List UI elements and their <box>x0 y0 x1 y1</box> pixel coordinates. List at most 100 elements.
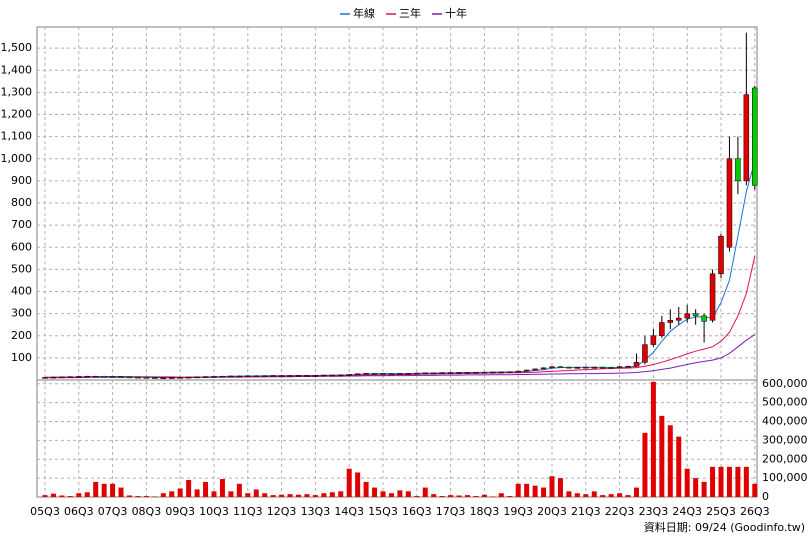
candle-body <box>228 375 234 378</box>
x-tick-label: 11Q3 <box>233 505 263 518</box>
candle-body <box>676 317 682 321</box>
x-tick-label: 07Q3 <box>98 505 128 518</box>
x-tick-label: 25Q3 <box>706 505 736 518</box>
candle-body <box>633 362 640 367</box>
candle-body <box>439 372 445 374</box>
y-tick-label: 500 <box>11 262 32 275</box>
x-tick-label: 08Q3 <box>132 505 162 518</box>
candle-body <box>202 376 209 378</box>
x-tick-label: 20Q3 <box>537 505 567 518</box>
candle-body <box>583 366 589 369</box>
volume-bar <box>422 487 428 497</box>
candle-body <box>726 158 733 248</box>
volume-bar <box>135 496 141 497</box>
x-tick-label: 22Q3 <box>605 505 635 518</box>
legend-label: 三年 <box>399 6 421 20</box>
volume-bar <box>101 483 107 497</box>
candle-body <box>219 375 226 378</box>
candle-body <box>507 371 513 374</box>
x-tick-label: 21Q3 <box>571 505 601 518</box>
candle-body <box>185 376 192 379</box>
volume-bar <box>507 496 513 497</box>
volume-bar <box>405 491 411 497</box>
candle-body <box>659 322 665 337</box>
volume-bar <box>169 491 175 497</box>
candle-body <box>752 87 758 186</box>
candle-body <box>42 377 48 379</box>
y-tick-label: 1,100 <box>1 130 33 143</box>
volume-bar <box>93 481 99 497</box>
candle-body <box>380 373 386 375</box>
volume-bar <box>667 425 673 497</box>
candle-body <box>287 375 293 377</box>
y-tick-label: 600 <box>11 240 32 253</box>
x-tick-label: 15Q3 <box>368 505 398 518</box>
volume-bar <box>219 479 225 497</box>
candle-body <box>591 366 597 369</box>
volume-bar <box>574 493 580 497</box>
candle-body <box>261 375 268 378</box>
volume-bar <box>591 491 597 497</box>
volume-bar <box>650 381 656 497</box>
y-tick-label: 400 <box>11 285 32 298</box>
y-tick-label: 200 <box>11 329 32 342</box>
volume-bar <box>752 483 758 497</box>
volume-bar <box>211 491 217 497</box>
volume-bar <box>380 491 386 497</box>
candle-body <box>194 376 200 379</box>
candle-body <box>523 369 530 372</box>
candle-body <box>371 373 378 375</box>
volume-bar <box>710 466 716 497</box>
volume-bar <box>177 488 183 497</box>
volume-bar <box>718 466 724 497</box>
candle-body <box>532 368 538 371</box>
volume-bar <box>372 487 378 497</box>
volume-bar <box>608 494 614 497</box>
x-tick-label: 23Q3 <box>639 505 669 518</box>
volume-bar <box>355 472 361 497</box>
x-tick-label: 10Q3 <box>199 505 229 518</box>
candle-body <box>456 372 462 374</box>
y2-tick-label: 0 <box>762 490 769 503</box>
volume-bar <box>118 487 124 497</box>
candle-body <box>405 373 412 375</box>
volume-bar <box>84 492 90 497</box>
y-tick-label: 1,300 <box>1 85 33 98</box>
candle-body <box>540 367 547 370</box>
volume-bar <box>583 494 589 497</box>
volume-bar <box>236 483 242 497</box>
x-tick-label: 16Q3 <box>402 505 432 518</box>
volume-bar <box>42 495 48 497</box>
candle-body <box>67 376 74 378</box>
volume-bar <box>634 487 639 497</box>
candle-body <box>84 375 90 378</box>
volume-bar <box>262 493 268 497</box>
candle-body <box>599 366 606 369</box>
candle-body <box>422 372 428 375</box>
y2-tick-label: 300,000 <box>762 433 808 446</box>
volume-bar <box>498 493 504 497</box>
volume-bar <box>735 466 741 497</box>
candle-body <box>481 372 488 374</box>
volume-bar <box>346 468 352 497</box>
x-tick-label: 17Q3 <box>436 505 466 518</box>
volume-bar <box>279 494 285 497</box>
candle-body <box>515 370 521 373</box>
candle-body <box>574 367 581 369</box>
volume-bar <box>287 494 293 497</box>
volume-bar <box>743 466 749 497</box>
y-tick-label: 1,500 <box>1 41 33 54</box>
volume-bar <box>127 495 132 497</box>
x-tick-label: 19Q3 <box>503 505 533 518</box>
y-tick-label: 1,000 <box>1 152 33 165</box>
volume-bar <box>439 496 445 497</box>
volume-bar <box>363 481 369 497</box>
candle-body <box>169 377 175 379</box>
x-tick-label: 05Q3 <box>30 505 60 518</box>
volume-bar <box>59 495 65 497</box>
y-tick-label: 700 <box>11 218 32 231</box>
candle-body <box>608 367 614 369</box>
candle-body <box>329 374 336 377</box>
volume-bar <box>600 495 606 497</box>
